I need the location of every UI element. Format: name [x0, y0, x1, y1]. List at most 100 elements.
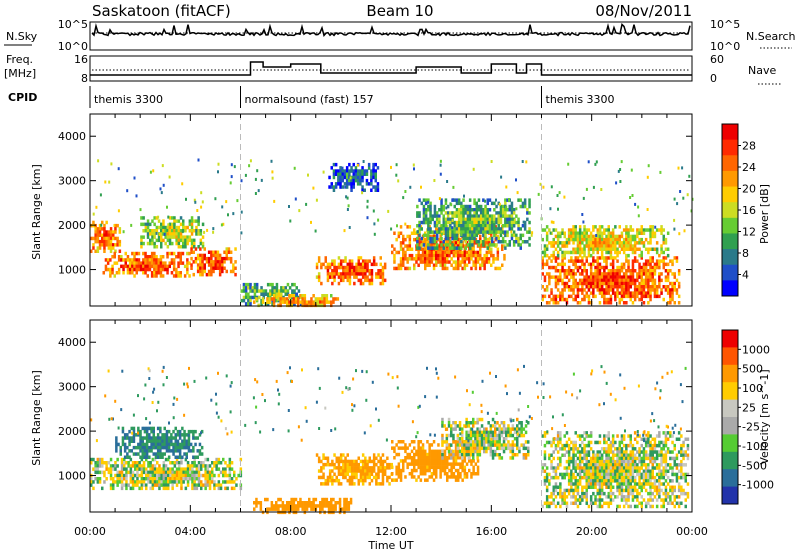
power-echo-cell	[576, 259, 580, 263]
power-echo-cell	[162, 229, 165, 233]
power-echo-cell	[391, 244, 394, 248]
power-echo-cell	[615, 181, 618, 185]
power-echo-cell	[218, 269, 222, 274]
power-echo-cell	[473, 220, 476, 225]
power-echo-cell	[339, 259, 343, 263]
power-echo-cell	[326, 278, 330, 283]
power-echo-cell	[162, 222, 165, 227]
power-echo-cell	[254, 177, 257, 181]
velocity-echo-cell	[156, 426, 160, 431]
power-echo-cell	[572, 225, 575, 229]
velocity-echo-cell	[202, 461, 205, 465]
velocity-echo-cell	[426, 465, 429, 470]
velocity-echo-cell	[480, 430, 484, 435]
power-echo-cell	[677, 285, 681, 289]
velocity-echo-cell	[96, 480, 100, 484]
velocity-echo-cell	[326, 478, 330, 483]
velocity-echo-cell	[432, 452, 436, 457]
power-echo-cell	[666, 262, 670, 267]
velocity-echo-cell	[130, 449, 133, 453]
power-echo-cell	[559, 291, 562, 295]
velocity-echo-cell	[173, 480, 177, 484]
velocity-echo-cell	[197, 483, 201, 487]
power-echo-cell	[199, 241, 203, 246]
power-echo-cell	[157, 261, 160, 265]
velocity-echo-cell	[128, 449, 131, 453]
velocity-echo-cell	[370, 459, 374, 464]
power-echo-cell	[431, 246, 434, 250]
power-echo-cell	[482, 224, 485, 228]
velocity-echo-cell	[224, 467, 227, 471]
power-echo-cell	[435, 228, 438, 232]
power-echo-cell	[262, 289, 265, 293]
power-echo-cell	[345, 172, 349, 176]
power-echo-cell	[548, 256, 551, 260]
velocity-echo-cell	[491, 443, 495, 447]
power-echo-cell	[611, 275, 615, 279]
velocity-echo-cell	[333, 472, 336, 476]
power-echo-cell	[510, 214, 514, 218]
velocity-echo-cell	[469, 427, 473, 431]
power-echo-cell	[348, 175, 351, 180]
velocity-echo-cell	[194, 436, 197, 440]
velocity-echo-cell	[141, 442, 144, 447]
velocity-echo-cell	[167, 457, 170, 462]
velocity-echo-cell	[138, 461, 141, 465]
power-echo-cell	[681, 166, 684, 170]
power-echo-cell	[341, 178, 344, 183]
power-echo-cell	[402, 250, 405, 255]
power-echo-cell	[493, 227, 496, 231]
power-echo-cell	[402, 247, 405, 251]
velocity-echo-cell	[524, 456, 528, 460]
power-echo-cell	[149, 170, 152, 174]
power-echo-cell	[614, 244, 617, 248]
velocity-echo-cell	[98, 457, 102, 462]
power-echo-cell	[207, 260, 211, 264]
velocity-echo-cell	[439, 459, 442, 463]
velocity-echo-cell	[552, 498, 555, 502]
power-echo-cell	[190, 229, 194, 233]
velocity-echo-cell	[136, 473, 139, 478]
power-echo-cell	[550, 241, 553, 245]
velocity-echo-cell	[211, 467, 214, 471]
power-echo-cell	[364, 272, 367, 276]
power-echo-cell	[576, 237, 580, 242]
velocity-echo-cell	[552, 440, 555, 445]
velocity-echo-cell	[397, 440, 401, 444]
power-echo-cell	[474, 266, 478, 271]
velocity-echo-cell	[151, 486, 155, 491]
velocity-echo-cell	[163, 445, 166, 450]
velocity-echo-cell	[364, 456, 367, 460]
power-echo-cell	[442, 217, 445, 222]
velocity-echo-cell	[353, 466, 356, 470]
power-echo-cell	[210, 250, 213, 254]
power-echo-cell	[627, 285, 630, 289]
power-echo-cell	[636, 278, 639, 283]
power-echo-cell	[230, 175, 233, 179]
power-echo-cell	[583, 237, 586, 242]
power-echo-cell	[603, 278, 606, 283]
power-echo-cell	[461, 241, 464, 245]
velocity-echo-cell	[428, 449, 431, 454]
power-echo-cell	[433, 246, 437, 250]
velocity-echo-cell	[520, 424, 523, 428]
power-echo-cell	[96, 227, 100, 231]
power-echo-cell	[522, 220, 525, 224]
velocity-echo-cell	[509, 446, 512, 451]
velocity-echo-cell	[119, 449, 122, 453]
power-echo-cell	[470, 266, 473, 271]
power-echo-cell	[549, 231, 552, 235]
nsearch-tick-top: 10^5	[710, 18, 740, 31]
power-echo-cell	[286, 292, 290, 296]
power-echo-cell	[244, 282, 248, 287]
velocity-echo-cell	[156, 436, 160, 440]
velocity-echo-cell	[145, 477, 148, 481]
velocity-echo-cell	[450, 456, 453, 460]
power-echo-cell	[454, 244, 458, 248]
velocity-echo-cell	[167, 483, 170, 487]
velocity-echo-cell	[483, 446, 486, 451]
velocity-echo-cell	[192, 449, 195, 453]
velocity-echo-cell	[417, 449, 420, 454]
power-echo-cell	[649, 294, 652, 299]
velocity-echo-cell	[388, 466, 391, 470]
